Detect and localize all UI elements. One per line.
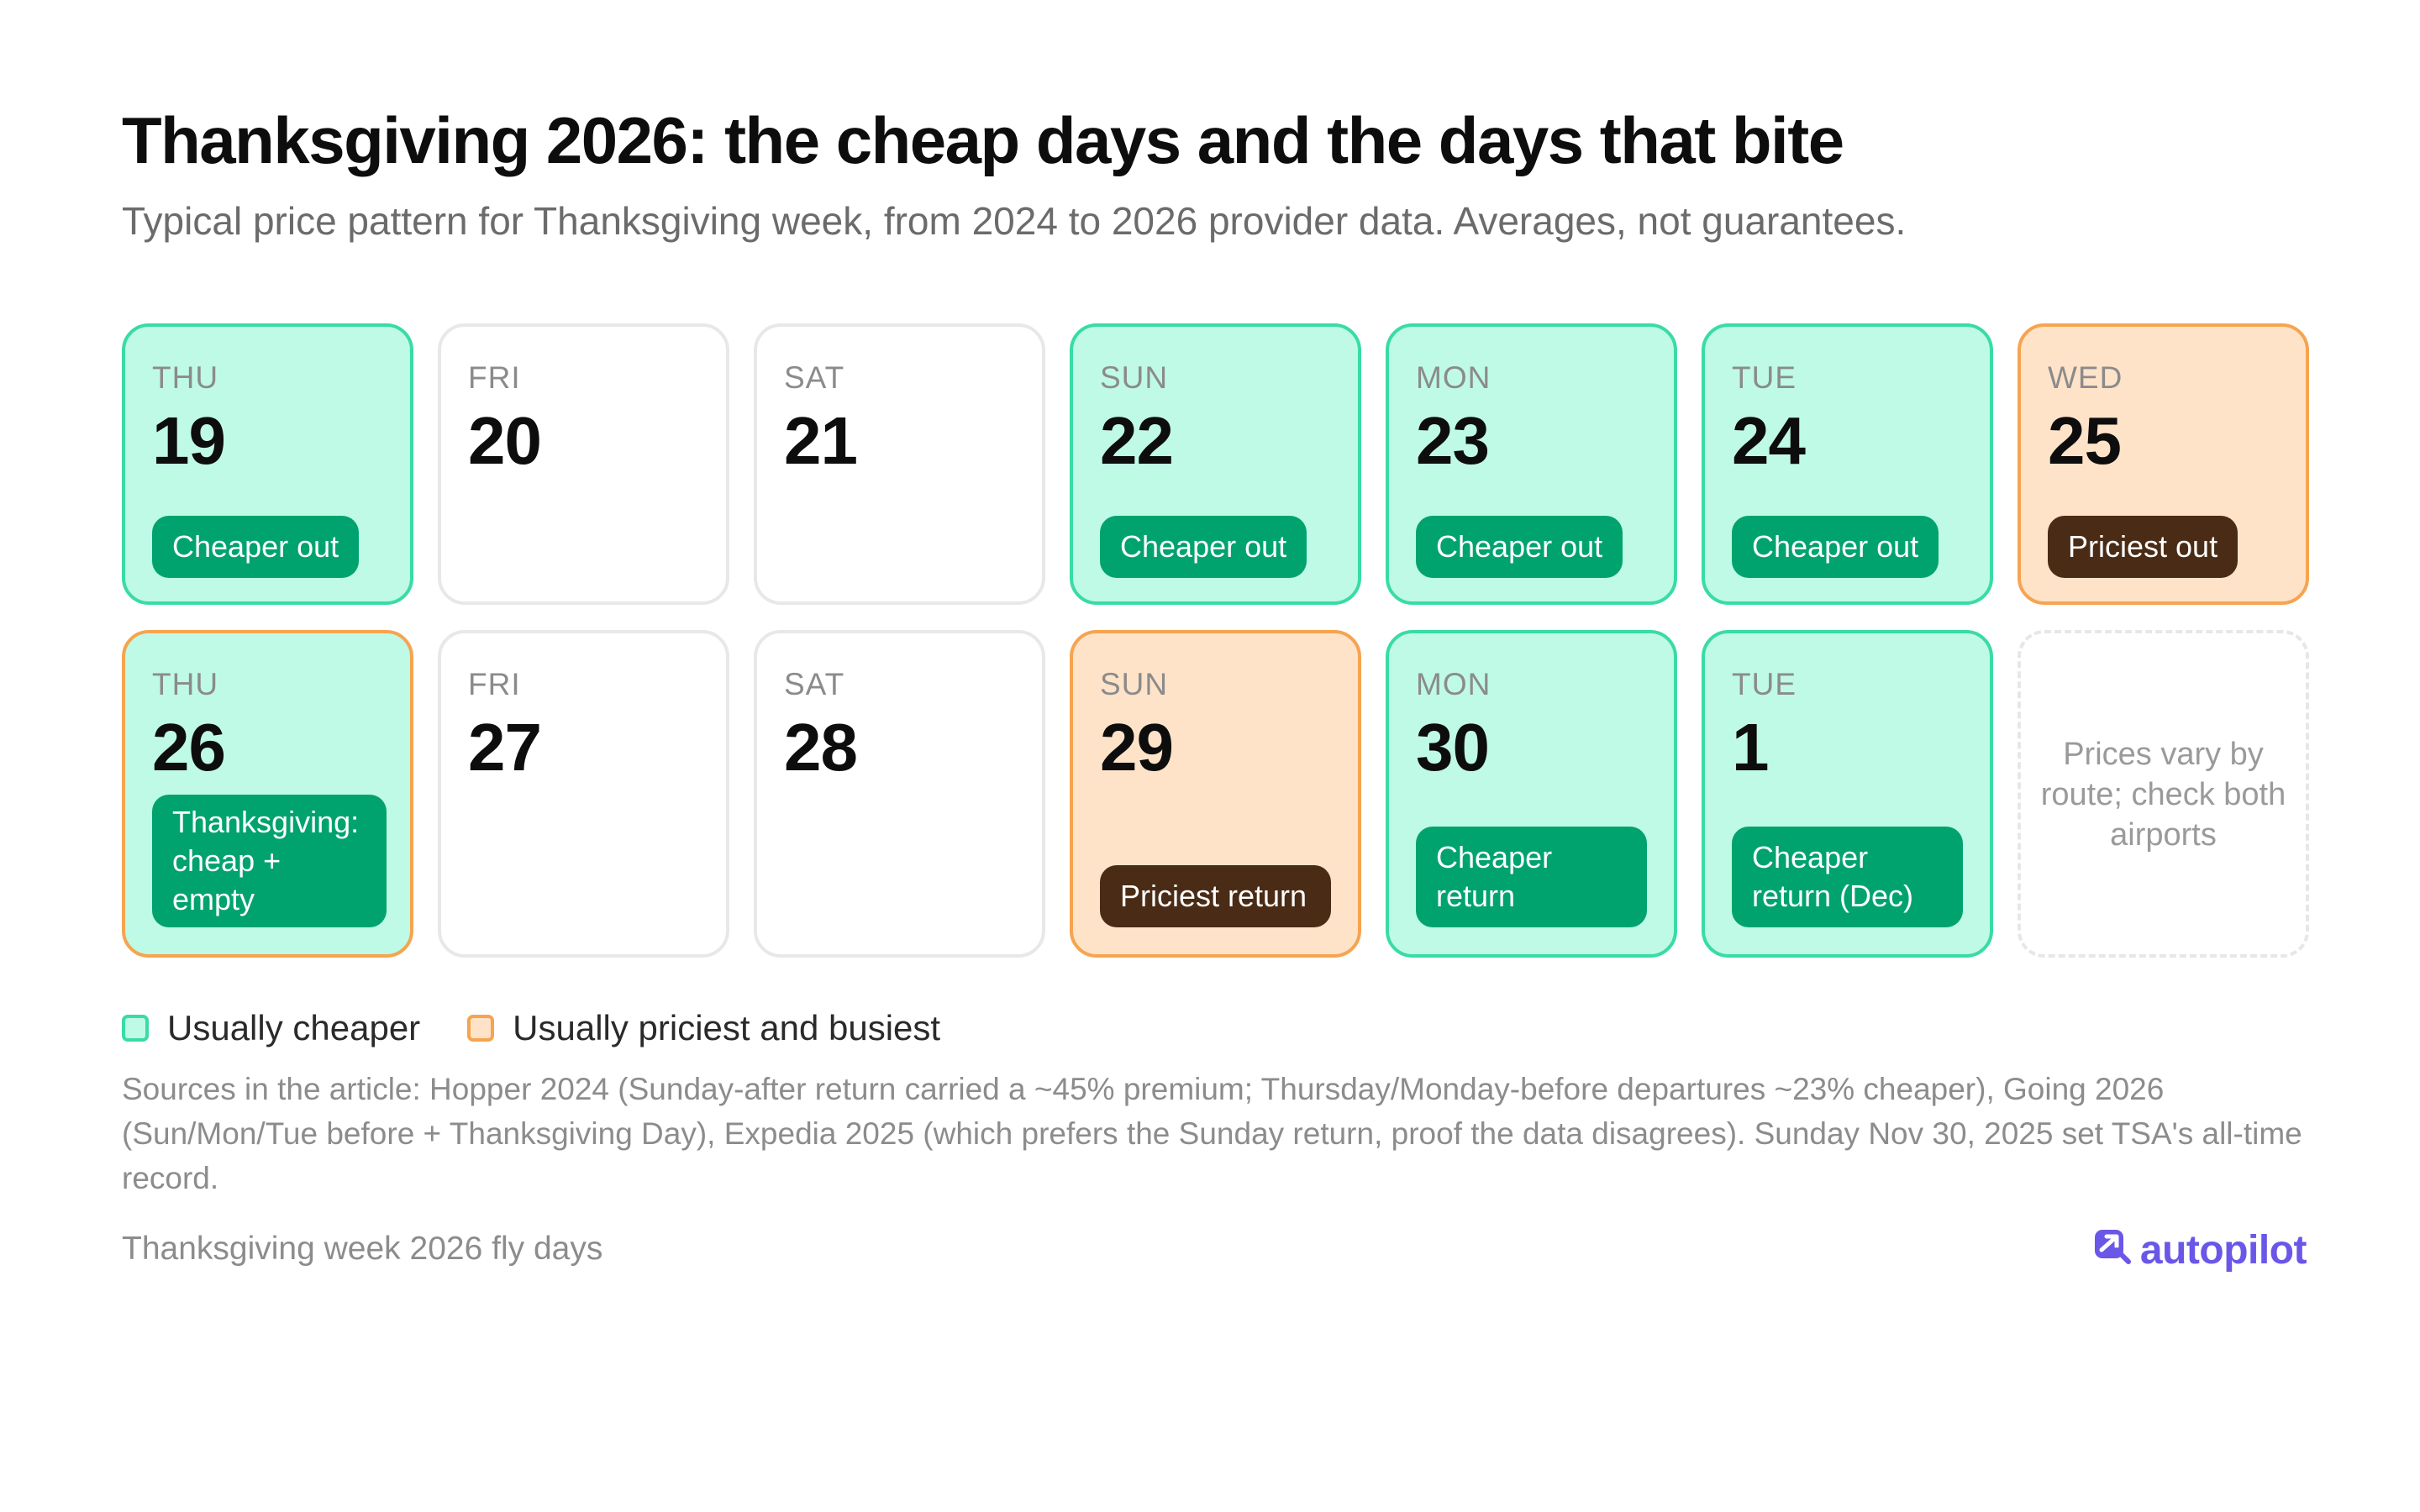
day-number: 24 xyxy=(1732,403,1806,478)
footer-caption: Thanksgiving week 2026 fly days xyxy=(122,1231,603,1267)
note-cell: Prices vary by route; check both airport… xyxy=(2018,630,2309,958)
day-of-week: SAT xyxy=(784,360,845,395)
day-cell-nov-26: THU 26 Thanksgiving: cheap + empty xyxy=(122,630,413,958)
price-tag: Cheaper out xyxy=(152,516,360,578)
day-number: 1 xyxy=(1732,710,1769,785)
day-number: 26 xyxy=(152,710,226,785)
day-number: 28 xyxy=(784,710,858,785)
calendar-grid: THU 19 Cheaper out FRI 20 SAT 21 SUN 22 … xyxy=(122,323,2309,958)
price-tag: Cheaper out xyxy=(1100,516,1307,578)
day-cell-nov-24: TUE 24 Cheaper out xyxy=(1702,323,1993,605)
day-of-week: THU xyxy=(152,667,219,701)
brand-name: autopilot xyxy=(2139,1227,2307,1273)
day-of-week: SUN xyxy=(1100,360,1169,395)
day-cell-nov-20: FRI 20 xyxy=(438,323,729,605)
day-number: 29 xyxy=(1100,710,1174,785)
day-of-week: FRI xyxy=(468,667,521,701)
plane-tag-icon xyxy=(2091,1225,2140,1275)
day-cell-nov-30: MON 30 Cheaper return xyxy=(1386,630,1677,958)
price-tag: Priciest return xyxy=(1100,865,1331,927)
day-number: 23 xyxy=(1416,403,1490,478)
legend: Usually cheaper Usually priciest and bus… xyxy=(122,1008,987,1048)
day-number: 21 xyxy=(784,403,858,478)
price-tag: Cheaper return xyxy=(1416,827,1647,927)
day-cell-nov-22: SUN 22 Cheaper out xyxy=(1070,323,1361,605)
page-subtitle: Typical price pattern for Thanksgiving w… xyxy=(122,199,1907,243)
day-number: 19 xyxy=(152,403,226,478)
day-of-week: WED xyxy=(2048,360,2123,395)
day-of-week: MON xyxy=(1416,360,1491,395)
day-of-week: SUN xyxy=(1100,667,1169,701)
day-cell-dec-1: TUE 1 Cheaper return (Dec) xyxy=(1702,630,1993,958)
sources-note: Sources in the article: Hopper 2024 (Sun… xyxy=(122,1072,2302,1195)
day-of-week: TUE xyxy=(1732,667,1797,701)
brand-logo: autopilot xyxy=(2091,1225,2307,1275)
day-cell-nov-19: THU 19 Cheaper out xyxy=(122,323,413,605)
price-tag: Cheaper out xyxy=(1416,516,1623,578)
day-of-week: FRI xyxy=(468,360,521,395)
day-number: 30 xyxy=(1416,710,1490,785)
day-of-week: THU xyxy=(152,360,219,395)
day-of-week: SAT xyxy=(784,667,845,701)
day-cell-nov-27: FRI 27 xyxy=(438,630,729,958)
page-title: Thanksgiving 2026: the cheap days and th… xyxy=(122,103,1844,177)
priciest-swatch xyxy=(467,1015,495,1042)
price-tag: Thanksgiving: cheap + empty xyxy=(152,795,387,927)
day-of-week: TUE xyxy=(1732,360,1797,395)
day-number: 27 xyxy=(468,710,542,785)
price-tag: Cheaper return (Dec) xyxy=(1732,827,1963,927)
day-cell-nov-28: SAT 28 xyxy=(754,630,1045,958)
day-of-week: MON xyxy=(1416,667,1491,701)
day-cell-nov-21: SAT 21 xyxy=(754,323,1045,605)
cheaper-swatch xyxy=(122,1015,149,1042)
price-tag: Priciest out xyxy=(2048,516,2238,578)
day-cell-nov-29: SUN 29 Priciest return xyxy=(1070,630,1361,958)
day-number: 25 xyxy=(2048,403,2122,478)
legend-item-cheaper: Usually cheaper xyxy=(122,1008,420,1048)
route-note: Prices vary by route; check both airport… xyxy=(2040,737,2286,853)
legend-item-priciest: Usually priciest and busiest xyxy=(467,1008,940,1048)
legend-label-priciest: Usually priciest and busiest xyxy=(513,1008,941,1047)
day-cell-nov-23: MON 23 Cheaper out xyxy=(1386,323,1677,605)
price-tag: Cheaper out xyxy=(1732,516,1939,578)
day-number: 22 xyxy=(1100,403,1174,478)
day-number: 20 xyxy=(468,403,542,478)
legend-label-cheaper: Usually cheaper xyxy=(167,1008,421,1047)
day-cell-nov-25: WED 25 Priciest out xyxy=(2018,323,2309,605)
